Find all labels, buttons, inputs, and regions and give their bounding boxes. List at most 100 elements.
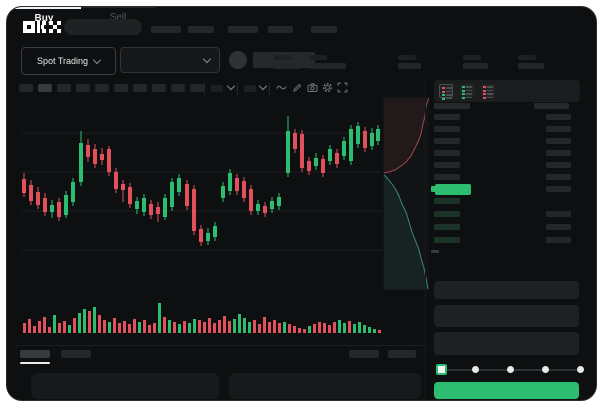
combined-book-view-icon[interactable] <box>439 84 453 100</box>
slider-stop-dot[interactable] <box>542 366 549 373</box>
asks-only-view-icon[interactable] <box>481 84 495 99</box>
candle-body <box>342 141 346 156</box>
candle-body <box>235 178 239 191</box>
market-type-dropdown[interactable]: Spot Trading <box>21 47 116 75</box>
tab-sell[interactable]: Sell <box>109 12 127 23</box>
ask-row-price[interactable] <box>434 162 460 168</box>
timeframe-button[interactable] <box>190 84 204 92</box>
candle-body <box>199 229 203 242</box>
volume-bar <box>53 315 56 333</box>
price-input-placeholder[interactable] <box>434 281 579 299</box>
bottom-tab[interactable] <box>61 350 91 358</box>
volume-bar <box>203 322 206 333</box>
trade-side-tabs: Buy Sell <box>7 7 155 28</box>
nav-item[interactable] <box>311 26 337 33</box>
icon-row <box>442 97 452 100</box>
bid-row-amount[interactable] <box>546 211 571 217</box>
slider-stop-dot[interactable] <box>507 366 514 373</box>
volume-bar <box>163 317 166 333</box>
volume-bar <box>28 319 31 333</box>
bid-row-amount[interactable] <box>546 237 571 243</box>
ask-row-price[interactable] <box>434 138 460 144</box>
bid-row-price[interactable] <box>434 224 460 230</box>
tab-buy[interactable]: Buy <box>7 7 81 28</box>
nav-item[interactable] <box>268 26 293 33</box>
volume-bar <box>178 324 181 333</box>
timeframe-button[interactable] <box>38 84 52 92</box>
nav-item[interactable] <box>151 26 181 33</box>
slider-stop-dot[interactable] <box>472 366 479 373</box>
timeframe-button[interactable] <box>95 84 109 92</box>
settings-gear-icon[interactable] <box>322 82 333 93</box>
timeframe-button[interactable] <box>76 84 90 92</box>
volume-bar <box>233 319 236 333</box>
ask-row-price[interactable] <box>434 126 460 132</box>
active-tab-underline <box>20 362 50 364</box>
candle-body <box>263 206 267 213</box>
volume-svg <box>23 303 381 333</box>
ask-row-price[interactable] <box>434 114 460 120</box>
volume-bar <box>73 318 76 333</box>
timeframe-button[interactable] <box>171 84 185 92</box>
slider-stop-dot[interactable] <box>577 366 584 373</box>
bids-only-view-icon[interactable] <box>460 84 474 99</box>
nav-item[interactable] <box>228 26 258 33</box>
timeframe-button[interactable] <box>133 84 147 92</box>
coin-avatar <box>229 51 247 69</box>
candle-body <box>93 149 97 164</box>
draw-tool-icon[interactable] <box>292 82 303 93</box>
volume-bar <box>138 322 141 333</box>
bottom-toolbar-button[interactable] <box>388 350 416 358</box>
ask-row-amount[interactable] <box>546 174 571 180</box>
bid-row-price[interactable] <box>434 237 460 243</box>
timeframe-button[interactable] <box>152 84 166 92</box>
bottom-tab[interactable] <box>20 350 50 358</box>
ask-row-amount[interactable] <box>546 150 571 156</box>
ask-row-price[interactable] <box>434 150 460 156</box>
bid-row-amount[interactable] <box>546 224 571 230</box>
bottom-panel-left[interactable] <box>31 373 219 399</box>
camera-icon[interactable] <box>307 82 318 93</box>
total-input-placeholder[interactable] <box>434 332 579 355</box>
bid-row-price[interactable] <box>434 211 460 217</box>
bottom-panel-right[interactable] <box>229 373 421 399</box>
line-tool-icon[interactable] <box>276 82 287 93</box>
ask-row-amount[interactable] <box>546 126 571 132</box>
volume-bar <box>293 326 296 333</box>
last-price-highlight[interactable] <box>435 184 471 195</box>
timeframe-button[interactable] <box>114 84 128 92</box>
amount-input-placeholder[interactable] <box>434 305 579 327</box>
volume-bar <box>48 327 51 333</box>
volume-bar <box>223 316 226 333</box>
nav-item[interactable] <box>188 26 214 33</box>
timeframe-button[interactable] <box>57 84 71 92</box>
volume-bar <box>368 327 371 333</box>
volume-bar <box>298 328 301 333</box>
stat-value-placeholder <box>274 63 301 69</box>
candle-style-button[interactable] <box>244 85 256 92</box>
bottom-toolbar-button[interactable] <box>349 350 379 358</box>
chevron-down-icon[interactable] <box>258 81 268 91</box>
volume-bar <box>248 322 251 333</box>
stat-label-placeholder <box>309 55 327 60</box>
candle-body <box>156 207 160 214</box>
volume-bar <box>118 323 121 333</box>
candlestick-chart-canvas[interactable] <box>21 99 381 291</box>
indicators-button[interactable] <box>211 85 223 92</box>
ask-row-price[interactable] <box>434 174 460 180</box>
search-input[interactable] <box>64 19 142 35</box>
timeframe-button[interactable] <box>19 84 33 92</box>
icon-row <box>462 89 474 92</box>
slider-handle[interactable] <box>436 364 447 375</box>
pair-selector-dropdown[interactable] <box>120 47 220 73</box>
candle-body <box>249 189 253 211</box>
ask-row-amount[interactable] <box>546 114 571 120</box>
volume-bar <box>93 307 96 333</box>
bid-row-price[interactable] <box>434 198 460 204</box>
last-price-amount-placeholder <box>546 186 571 192</box>
ask-row-amount[interactable] <box>546 162 571 168</box>
buy-submit-button[interactable] <box>434 382 579 399</box>
chevron-down-icon[interactable] <box>226 81 236 91</box>
ask-row-amount[interactable] <box>546 138 571 144</box>
fullscreen-icon[interactable] <box>337 82 348 93</box>
